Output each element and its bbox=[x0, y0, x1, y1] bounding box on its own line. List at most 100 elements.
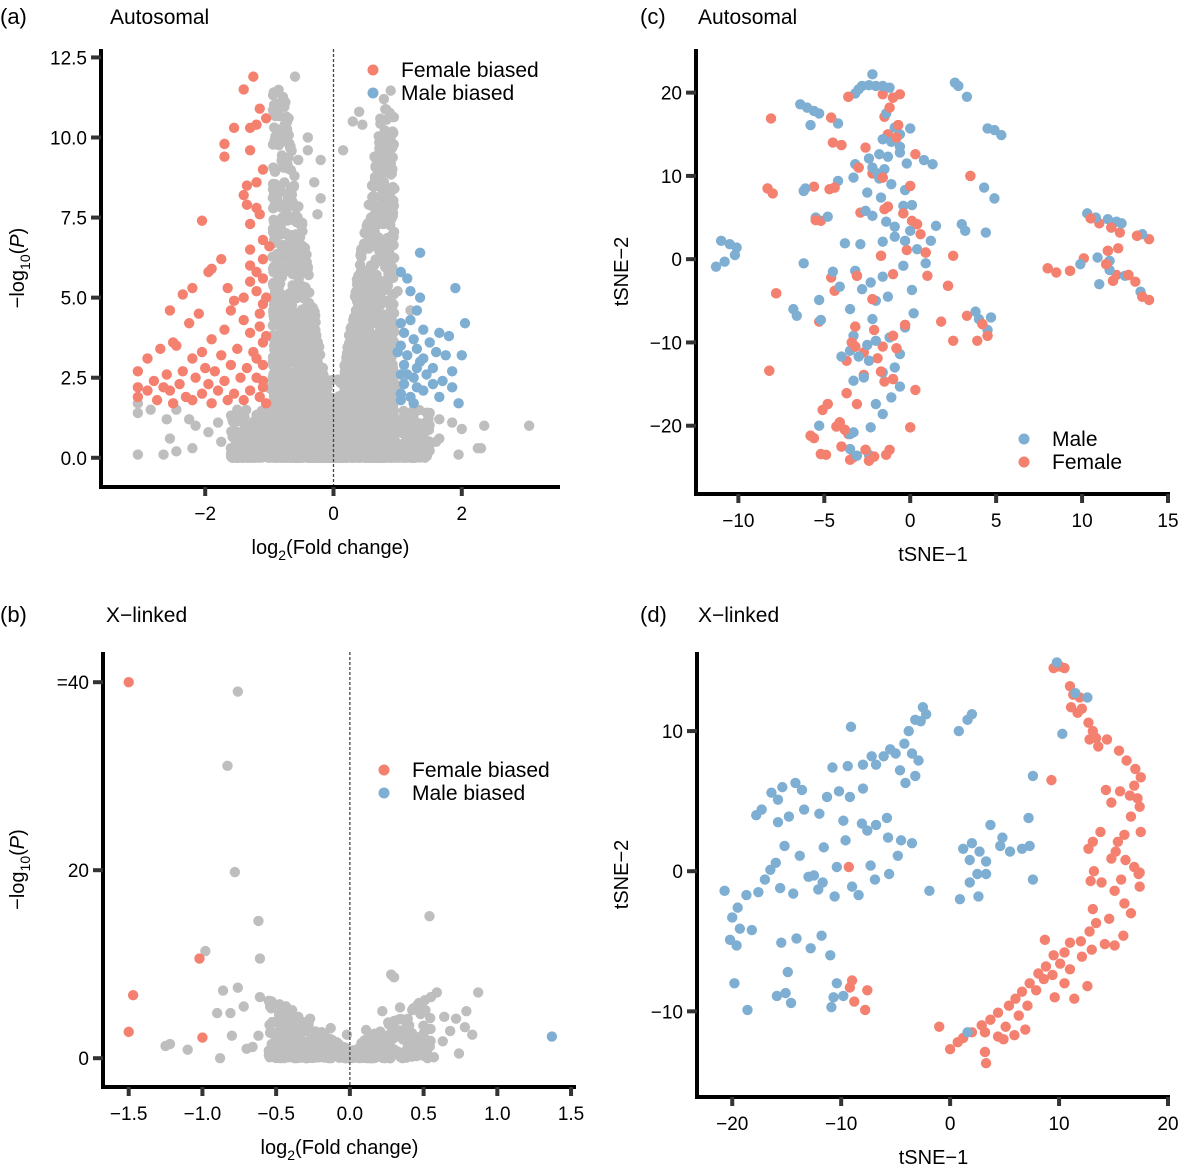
point-female bbox=[251, 286, 262, 297]
point-female bbox=[222, 394, 233, 406]
point-neutral bbox=[453, 1048, 465, 1059]
point-female bbox=[1096, 877, 1107, 888]
y-axis-label: −log10(P) bbox=[7, 829, 33, 910]
point-male bbox=[855, 238, 866, 250]
panel-title: Autosomal bbox=[698, 6, 797, 29]
point-neutral bbox=[418, 446, 429, 457]
x-tick-label: 0 bbox=[945, 1114, 956, 1135]
point-neutral-cloud bbox=[321, 450, 333, 462]
point-neutral bbox=[360, 1024, 372, 1036]
point-female bbox=[877, 341, 888, 352]
point-neutral bbox=[211, 1007, 223, 1019]
point-female bbox=[238, 292, 249, 303]
point-neutral-cloud bbox=[378, 285, 390, 296]
point-female bbox=[877, 172, 888, 183]
point-male bbox=[890, 748, 901, 759]
point-female bbox=[257, 164, 269, 175]
point-male bbox=[845, 721, 857, 733]
point-female bbox=[251, 353, 262, 364]
point-neutral bbox=[377, 1006, 388, 1017]
point-neutral-cloud bbox=[282, 189, 293, 201]
point-neutral bbox=[164, 433, 176, 444]
point-male bbox=[886, 179, 897, 190]
point-female bbox=[901, 244, 912, 256]
point-female bbox=[228, 388, 240, 399]
point-neutral bbox=[325, 1022, 336, 1034]
point-female bbox=[254, 103, 265, 114]
point-neutral-cloud bbox=[370, 348, 382, 360]
point-neutral bbox=[171, 446, 182, 457]
point-female bbox=[859, 1004, 871, 1016]
point-neutral-cloud bbox=[358, 1052, 370, 1064]
point-neutral-cloud bbox=[384, 107, 395, 118]
point-male bbox=[851, 450, 863, 461]
point-neutral bbox=[434, 414, 445, 425]
point-neutral-cloud bbox=[352, 355, 363, 366]
point-female bbox=[841, 388, 852, 399]
point-male bbox=[877, 134, 888, 145]
point-neutral-cloud bbox=[229, 432, 240, 443]
point-neutral-cloud bbox=[387, 365, 399, 377]
point-neutral bbox=[437, 1036, 448, 1047]
point-female bbox=[238, 394, 249, 406]
point-female bbox=[164, 305, 176, 316]
point-male bbox=[770, 857, 782, 868]
point-female bbox=[1125, 908, 1137, 919]
point-male bbox=[865, 860, 876, 871]
point-female bbox=[898, 208, 909, 219]
point-neutral bbox=[279, 1025, 291, 1037]
point-male bbox=[842, 760, 853, 772]
point-neutral-cloud bbox=[307, 441, 318, 452]
point-neutral-cloud bbox=[385, 85, 396, 96]
point-neutral-cloud bbox=[364, 358, 375, 370]
point-neutral bbox=[289, 71, 301, 82]
point-male bbox=[1057, 728, 1068, 740]
point-male bbox=[814, 808, 825, 819]
point-male bbox=[996, 129, 1007, 141]
point-neutral-cloud bbox=[240, 404, 252, 416]
point-female bbox=[1123, 269, 1134, 281]
point-female bbox=[1134, 881, 1145, 892]
point-male bbox=[1024, 840, 1035, 852]
y-tick-label: −10 bbox=[650, 333, 682, 354]
point-neutral-cloud bbox=[272, 193, 283, 204]
point-male bbox=[964, 877, 975, 888]
point-male bbox=[903, 725, 914, 737]
point-neutral-cloud bbox=[388, 388, 399, 399]
x-axis-label: tSNE−1 bbox=[898, 544, 967, 566]
point-neutral-cloud bbox=[314, 362, 326, 373]
panel-letter: (c) bbox=[640, 4, 666, 29]
point-neutral bbox=[307, 1032, 319, 1043]
point-female bbox=[1095, 826, 1106, 838]
point-neutral-cloud bbox=[227, 416, 239, 427]
y-tick-label: 12.5 bbox=[50, 48, 87, 69]
point-male bbox=[822, 211, 833, 222]
point-male bbox=[765, 864, 776, 875]
point-female bbox=[241, 362, 253, 374]
point-neutral-cloud bbox=[304, 397, 315, 408]
y-tick-label: −10 bbox=[651, 1002, 683, 1023]
point-neutral bbox=[405, 442, 416, 454]
point-neutral-cloud bbox=[376, 146, 388, 157]
point-male bbox=[839, 238, 851, 249]
point-neutral bbox=[337, 1041, 348, 1053]
point-female bbox=[1048, 950, 1059, 961]
point-neutral-cloud bbox=[335, 377, 346, 388]
point-female bbox=[992, 1007, 1004, 1018]
point-male bbox=[408, 334, 419, 345]
point-female bbox=[187, 282, 198, 294]
point-female bbox=[219, 151, 230, 162]
point-neutral-cloud bbox=[269, 107, 281, 119]
point-neutral-cloud bbox=[361, 410, 372, 421]
point-female bbox=[1100, 258, 1112, 270]
point-male bbox=[453, 398, 464, 409]
point-neutral bbox=[392, 286, 403, 297]
point-male bbox=[816, 930, 827, 941]
point-neutral-cloud bbox=[299, 293, 310, 304]
point-female bbox=[241, 199, 253, 210]
point-male bbox=[980, 856, 992, 867]
point-female bbox=[1030, 985, 1042, 996]
point-male bbox=[844, 443, 856, 455]
point-male bbox=[813, 294, 825, 306]
